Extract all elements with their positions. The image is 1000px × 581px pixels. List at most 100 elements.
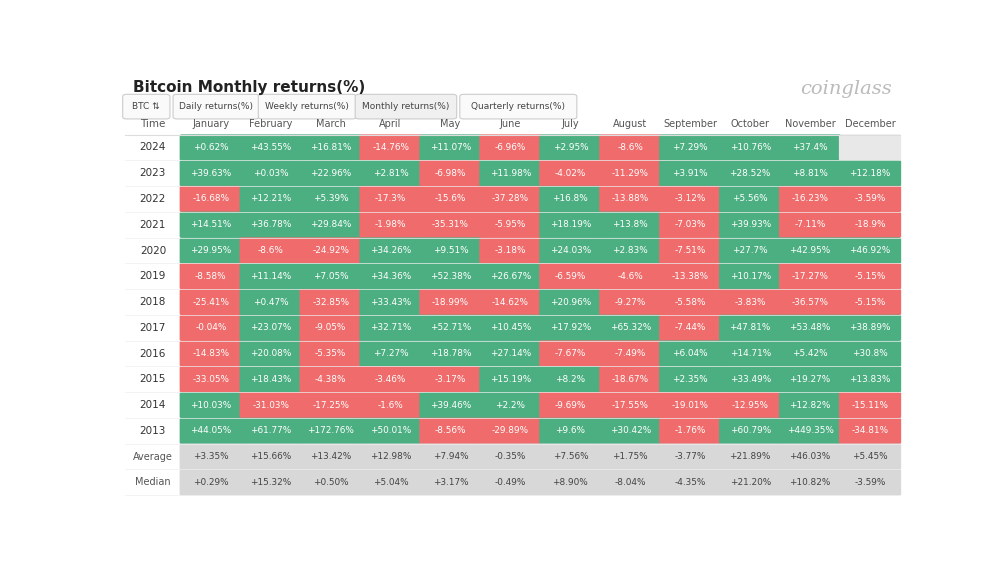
FancyBboxPatch shape <box>300 469 362 496</box>
Text: +2.83%: +2.83% <box>612 246 648 255</box>
Text: -4.02%: -4.02% <box>555 168 586 178</box>
Text: -9.27%: -9.27% <box>615 297 646 307</box>
Text: +7.05%: +7.05% <box>313 272 348 281</box>
FancyBboxPatch shape <box>479 315 542 341</box>
Text: Median: Median <box>135 478 171 487</box>
Text: +11.07%: +11.07% <box>430 143 471 152</box>
FancyBboxPatch shape <box>779 134 841 160</box>
Text: 2016: 2016 <box>140 349 166 358</box>
Text: +53.48%: +53.48% <box>789 323 831 332</box>
Text: +3.35%: +3.35% <box>193 452 229 461</box>
Text: +27.14%: +27.14% <box>490 349 531 358</box>
Text: +29.84%: +29.84% <box>310 220 351 229</box>
Text: -3.17%: -3.17% <box>435 375 466 384</box>
FancyBboxPatch shape <box>779 469 841 496</box>
Text: -14.83%: -14.83% <box>192 349 229 358</box>
FancyBboxPatch shape <box>419 469 482 496</box>
FancyBboxPatch shape <box>359 418 422 444</box>
Text: +16.8%: +16.8% <box>552 195 588 203</box>
FancyBboxPatch shape <box>300 134 362 160</box>
FancyBboxPatch shape <box>659 469 721 496</box>
FancyBboxPatch shape <box>839 418 901 444</box>
Text: -7.11%: -7.11% <box>794 220 826 229</box>
FancyBboxPatch shape <box>300 340 362 367</box>
Text: +12.82%: +12.82% <box>789 400 831 410</box>
Text: 2013: 2013 <box>140 426 166 436</box>
FancyBboxPatch shape <box>719 186 781 212</box>
FancyBboxPatch shape <box>359 160 422 187</box>
Text: -9.69%: -9.69% <box>555 400 586 410</box>
Text: 2014: 2014 <box>140 400 166 410</box>
Text: +2.95%: +2.95% <box>553 143 588 152</box>
FancyBboxPatch shape <box>180 289 242 315</box>
Text: -13.88%: -13.88% <box>612 195 649 203</box>
FancyBboxPatch shape <box>479 392 542 418</box>
FancyBboxPatch shape <box>359 211 422 238</box>
FancyBboxPatch shape <box>355 94 457 119</box>
Text: Quarterly returns(%): Quarterly returns(%) <box>471 102 565 111</box>
FancyBboxPatch shape <box>839 238 901 264</box>
FancyBboxPatch shape <box>719 160 781 187</box>
Text: +23.07%: +23.07% <box>250 323 291 332</box>
FancyBboxPatch shape <box>240 392 302 418</box>
FancyBboxPatch shape <box>539 263 601 289</box>
FancyBboxPatch shape <box>180 340 242 367</box>
Text: -6.59%: -6.59% <box>555 272 586 281</box>
Text: August: August <box>613 119 647 128</box>
FancyBboxPatch shape <box>539 238 601 264</box>
Text: +18.78%: +18.78% <box>430 349 471 358</box>
Text: +19.27%: +19.27% <box>789 375 831 384</box>
FancyBboxPatch shape <box>599 315 661 341</box>
FancyBboxPatch shape <box>479 186 542 212</box>
FancyBboxPatch shape <box>359 392 422 418</box>
Text: +33.49%: +33.49% <box>730 375 771 384</box>
Text: +22.96%: +22.96% <box>310 168 351 178</box>
Text: -3.12%: -3.12% <box>675 195 706 203</box>
FancyBboxPatch shape <box>180 418 242 444</box>
Text: -3.46%: -3.46% <box>375 375 406 384</box>
Text: +0.47%: +0.47% <box>253 297 289 307</box>
Text: -7.44%: -7.44% <box>675 323 706 332</box>
FancyBboxPatch shape <box>839 160 901 187</box>
FancyBboxPatch shape <box>659 211 721 238</box>
Text: +28.52%: +28.52% <box>729 168 771 178</box>
Text: +39.93%: +39.93% <box>730 220 771 229</box>
Text: +11.14%: +11.14% <box>250 272 291 281</box>
Text: +26.67%: +26.67% <box>490 272 531 281</box>
Text: +29.95%: +29.95% <box>190 246 231 255</box>
FancyBboxPatch shape <box>240 186 302 212</box>
Text: 2021: 2021 <box>140 220 166 229</box>
Text: +15.66%: +15.66% <box>250 452 291 461</box>
Text: Average: Average <box>133 451 173 462</box>
Text: -35.31%: -35.31% <box>432 220 469 229</box>
FancyBboxPatch shape <box>599 211 661 238</box>
Text: +8.2%: +8.2% <box>555 375 585 384</box>
Text: +9.6%: +9.6% <box>555 426 585 435</box>
Text: -5.15%: -5.15% <box>854 272 886 281</box>
Text: +0.62%: +0.62% <box>193 143 229 152</box>
FancyBboxPatch shape <box>300 211 362 238</box>
Text: +2.81%: +2.81% <box>373 168 408 178</box>
Text: -13.38%: -13.38% <box>672 272 709 281</box>
FancyBboxPatch shape <box>719 443 781 469</box>
FancyBboxPatch shape <box>240 238 302 264</box>
FancyBboxPatch shape <box>599 238 661 264</box>
Text: +33.43%: +33.43% <box>370 297 411 307</box>
FancyBboxPatch shape <box>180 238 242 264</box>
Text: Daily returns(%): Daily returns(%) <box>179 102 253 111</box>
FancyBboxPatch shape <box>419 263 482 289</box>
FancyBboxPatch shape <box>839 289 901 315</box>
Text: +5.56%: +5.56% <box>732 195 768 203</box>
FancyBboxPatch shape <box>359 134 422 160</box>
Text: coinglass: coinglass <box>800 80 892 98</box>
FancyBboxPatch shape <box>419 289 482 315</box>
FancyBboxPatch shape <box>839 392 901 418</box>
Text: +21.20%: +21.20% <box>730 478 771 487</box>
FancyBboxPatch shape <box>599 160 661 187</box>
Text: +52.71%: +52.71% <box>430 323 471 332</box>
FancyBboxPatch shape <box>479 238 542 264</box>
Text: +1.75%: +1.75% <box>612 452 648 461</box>
FancyBboxPatch shape <box>539 443 601 469</box>
Text: -31.03%: -31.03% <box>252 400 289 410</box>
Text: +46.03%: +46.03% <box>789 452 831 461</box>
